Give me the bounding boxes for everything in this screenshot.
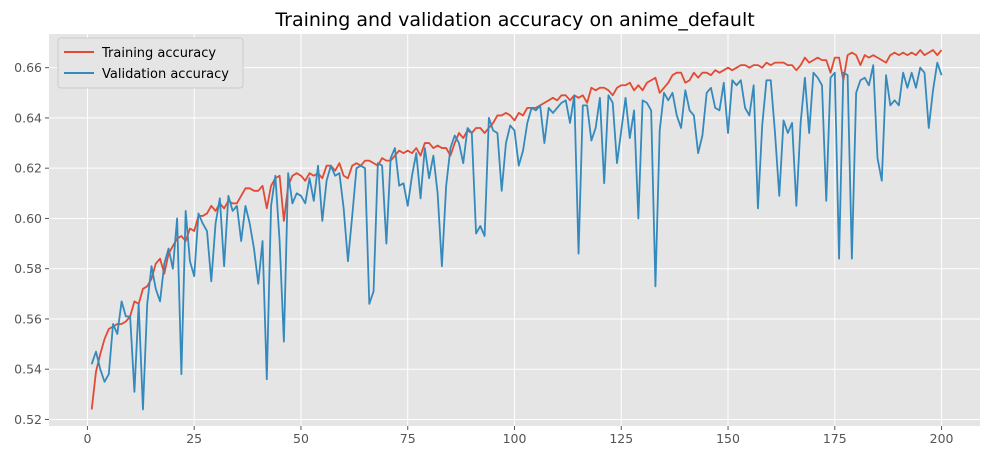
y-tick-label: 0.54	[14, 362, 42, 377]
chart-title: Training and validation accuracy on anim…	[274, 9, 754, 31]
y-tick-label: 0.58	[14, 261, 42, 276]
legend-label-validation: Validation accuracy	[102, 67, 229, 82]
y-tick-label: 0.56	[14, 311, 42, 326]
y-tick-label: 0.60	[14, 211, 42, 226]
y-axis: 0.52 0.54 0.56 0.58 0.60 0.62 0.64 0.66	[14, 60, 49, 427]
x-tick-label: 150	[716, 431, 740, 446]
x-axis: 0 25 50 75 100 125 150 175 200	[83, 426, 954, 446]
x-tick-label: 75	[400, 431, 416, 446]
y-tick-label: 0.52	[14, 412, 42, 427]
x-tick-label: 125	[609, 431, 633, 446]
x-tick-label: 175	[823, 431, 847, 446]
series-layer	[90, 49, 943, 411]
legend: Training accuracy Validation accuracy	[57, 37, 244, 89]
x-tick-label: 100	[503, 431, 527, 446]
validation-accuracy-line	[90, 61, 943, 411]
y-tick-label: 0.64	[14, 110, 42, 125]
y-tick-label: 0.66	[14, 60, 42, 75]
legend-label-training: Training accuracy	[101, 46, 216, 61]
x-tick-label: 200	[930, 431, 954, 446]
x-tick-label: 0	[83, 431, 91, 446]
x-tick-label: 25	[186, 431, 202, 446]
training-accuracy-line	[90, 49, 943, 410]
y-tick-label: 0.62	[14, 161, 42, 176]
legend-box	[57, 37, 244, 89]
x-tick-label: 50	[293, 431, 309, 446]
